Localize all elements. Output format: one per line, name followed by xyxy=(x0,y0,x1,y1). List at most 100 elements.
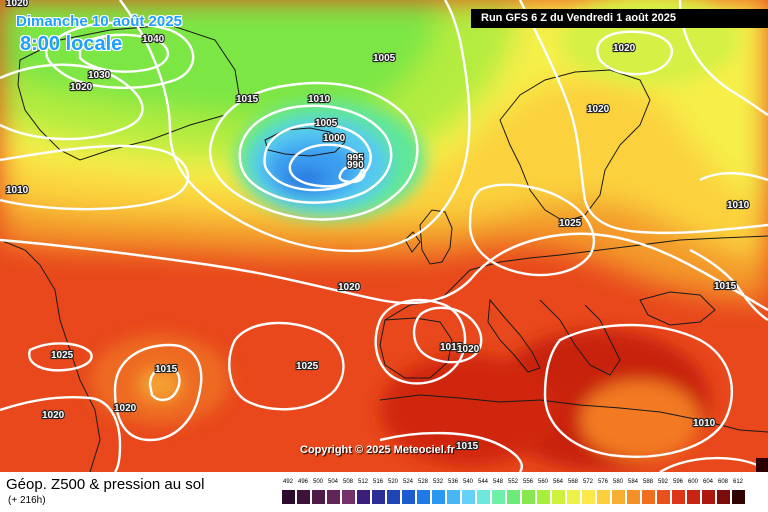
isobar-label: 1020 xyxy=(42,410,65,421)
scale-value: 560 xyxy=(537,479,548,485)
isobar-path xyxy=(543,323,733,458)
scale-value: 588 xyxy=(642,479,653,485)
isobar-path xyxy=(0,144,190,211)
isobar-label: 1010 xyxy=(727,200,750,211)
scale-value: 520 xyxy=(387,479,398,485)
isobar-label: 1005 xyxy=(373,53,396,64)
scale-value: 584 xyxy=(627,479,638,485)
greenland-coast xyxy=(17,24,241,161)
isobar-path xyxy=(412,306,483,364)
isobar-label: 1015 xyxy=(236,94,259,105)
forecast-map: 1020 1040 1030 1020 1015 1010 1005 1005 … xyxy=(0,0,768,472)
scale-value: 600 xyxy=(687,479,698,485)
scale-swatch xyxy=(387,490,400,504)
scale-swatch xyxy=(282,490,295,504)
isobar-path xyxy=(374,298,467,385)
isobar-path xyxy=(238,104,393,204)
isobar-label: 1015 xyxy=(155,364,178,375)
isobar-path xyxy=(596,30,674,76)
isobar-label: 1015 xyxy=(440,342,463,353)
isobar-label: 990 xyxy=(347,160,364,171)
isobar-path xyxy=(288,143,364,188)
isobar-label: 1020 xyxy=(114,403,137,414)
scale-value: 608 xyxy=(717,479,728,485)
legend-bar: Géop. Z500 & pression au sol (+ 216h) 49… xyxy=(0,472,768,512)
isobar-label: 1015 xyxy=(714,281,737,292)
scale-value: 568 xyxy=(567,479,578,485)
isobar-path xyxy=(0,232,768,312)
corner-marker xyxy=(756,458,768,472)
iceland-coast xyxy=(264,127,346,157)
isobar-path xyxy=(148,366,181,402)
isobar-label: 1010 xyxy=(693,418,716,429)
isobar-label: 1010 xyxy=(308,94,331,105)
scale-value: 504 xyxy=(327,479,338,485)
scale-value: 592 xyxy=(657,479,668,485)
iberia-coast xyxy=(379,317,453,379)
scale-value: 604 xyxy=(702,479,713,485)
scale-swatch xyxy=(342,490,355,504)
scale-swatch xyxy=(702,490,715,504)
scale-swatch xyxy=(297,490,310,504)
scale-swatch xyxy=(522,490,535,504)
scale-value: 548 xyxy=(492,479,503,485)
scale-swatch xyxy=(537,490,550,504)
scale-swatch xyxy=(612,490,625,504)
scale-value: 508 xyxy=(342,479,353,485)
scale-value: 596 xyxy=(672,479,683,485)
isobar-label: 1025 xyxy=(51,350,74,361)
north-america-coast xyxy=(0,239,101,472)
scale-value: 492 xyxy=(282,479,293,485)
isobar-path xyxy=(518,0,768,235)
scale-value: 532 xyxy=(432,479,443,485)
scale-value: 500 xyxy=(312,479,323,485)
scale-swatch xyxy=(717,490,730,504)
isobar-label: 1020 xyxy=(457,344,480,355)
isobar-label: 1020 xyxy=(613,43,636,54)
scale-swatch xyxy=(477,490,490,504)
isobar-label: 1030 xyxy=(88,70,111,81)
isobar-path xyxy=(379,431,523,472)
isobar-path xyxy=(28,342,93,372)
scale-swatch xyxy=(447,490,460,504)
british-isles-coast xyxy=(404,209,453,265)
isobar-path xyxy=(689,248,768,322)
scale-swatch xyxy=(462,490,475,504)
scale-value: 516 xyxy=(372,479,383,485)
scale-swatch xyxy=(657,490,670,504)
isobar-path xyxy=(338,164,366,184)
isobar-path xyxy=(119,0,471,253)
scale-value: 576 xyxy=(597,479,608,485)
scale-swatch xyxy=(642,490,655,504)
isobar-path xyxy=(208,81,419,221)
scale-swatch xyxy=(597,490,610,504)
forecast-date: Dimanche 10 août 2025 xyxy=(16,13,182,30)
scale-value: 612 xyxy=(732,479,743,485)
scale-swatch xyxy=(582,490,595,504)
scale-value: 552 xyxy=(507,479,518,485)
isobar-labels: 1020 1040 1030 1020 1015 1010 1005 1005 … xyxy=(5,0,751,453)
isobar-path xyxy=(699,172,768,182)
scale-value: 512 xyxy=(357,479,368,485)
isobar-path xyxy=(0,395,122,472)
forecast-time: 8:00 locale xyxy=(20,33,123,55)
isobar-label: 1000 xyxy=(323,133,346,144)
scale-swatch xyxy=(732,490,745,504)
scale-swatch xyxy=(402,490,415,504)
isobar-label: 1025 xyxy=(559,218,582,229)
isobar-label: 1020 xyxy=(70,82,93,93)
run-info: Run GFS 6 Z du Vendredi 1 août 2025 xyxy=(471,9,768,28)
scale-value: 536 xyxy=(447,479,458,485)
isobar-path xyxy=(113,343,203,442)
scale-swatch xyxy=(417,490,430,504)
isobar-path xyxy=(0,63,144,141)
scale-value: 564 xyxy=(552,479,563,485)
legend-subtitle: (+ 216h) xyxy=(8,495,46,506)
isobar-path xyxy=(468,183,595,277)
isobar-label: 1020 xyxy=(338,282,361,293)
isobar-label: 1015 xyxy=(456,441,479,452)
scale-swatch xyxy=(552,490,565,504)
scale-value: 540 xyxy=(462,479,473,485)
isobar-path xyxy=(228,321,345,411)
isobar-label: 1005 xyxy=(315,118,338,129)
